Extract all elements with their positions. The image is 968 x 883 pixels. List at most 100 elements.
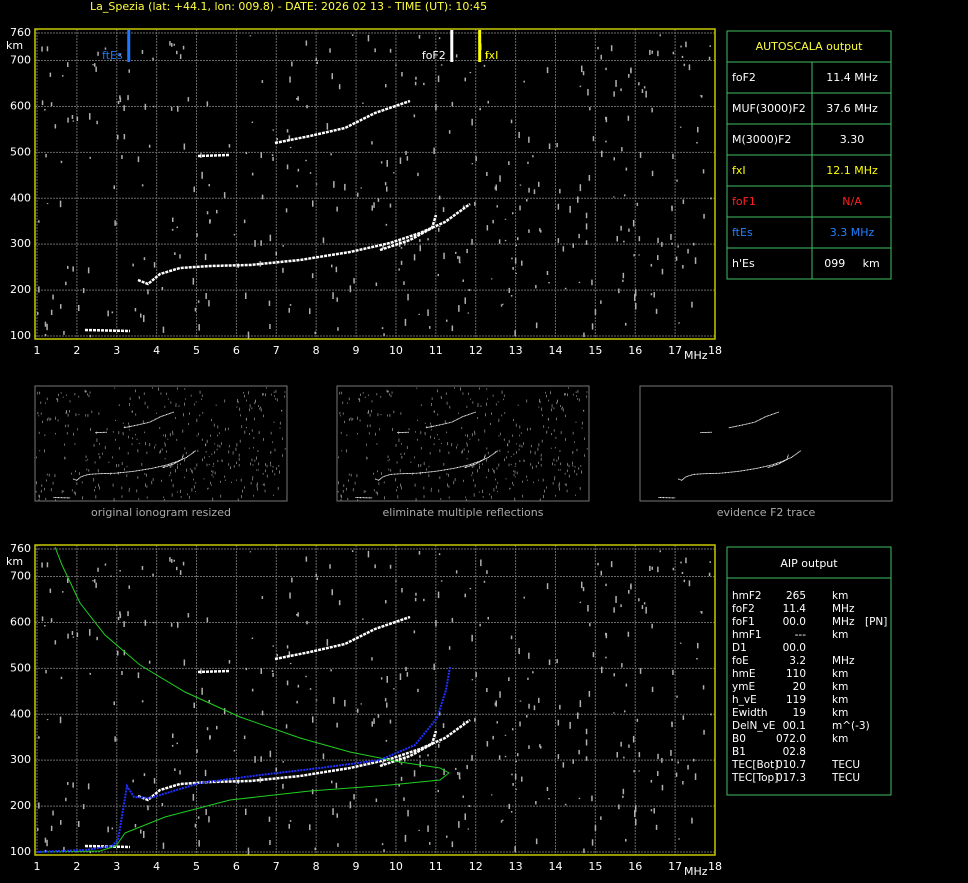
echo-noise	[470, 398, 472, 400]
echo-noise	[545, 391, 546, 394]
echo-noise	[166, 450, 167, 453]
echo-noise	[479, 623, 481, 627]
echo-noise	[585, 240, 588, 245]
echo-noise	[438, 489, 440, 493]
echo-noise	[95, 495, 97, 499]
echo-noise	[559, 188, 561, 194]
echo-noise	[44, 109, 46, 111]
echo-noise	[453, 480, 455, 485]
echo-noise	[420, 464, 422, 467]
echo-noise	[508, 287, 510, 293]
echo-noise	[306, 620, 308, 625]
echo-noise	[538, 181, 540, 187]
echo-noise	[404, 318, 407, 326]
echo-noise	[260, 240, 262, 246]
echo-noise	[423, 461, 425, 466]
echo-noise	[227, 427, 229, 431]
echo-noise	[579, 85, 582, 88]
echo-noise	[37, 411, 39, 415]
echo-noise	[50, 417, 52, 421]
echo-noise	[108, 461, 110, 463]
echo-noise	[251, 458, 253, 462]
echo-noise	[135, 413, 137, 416]
echo-noise	[414, 431, 416, 433]
echo-noise	[513, 453, 515, 456]
echo-noise	[493, 488, 495, 492]
echo-noise	[322, 237, 325, 244]
aip-cell: km	[832, 707, 848, 719]
echo-noise	[628, 590, 630, 594]
echo-noise	[279, 421, 281, 425]
x-tick-label: 14	[548, 860, 562, 873]
echo-noise	[430, 489, 432, 492]
aip-cell: foE	[732, 655, 749, 667]
echo-noise	[39, 495, 40, 499]
echo-noise	[440, 442, 442, 445]
echo-noise	[44, 837, 47, 843]
echo-noise	[266, 474, 268, 478]
echo-noise	[515, 760, 517, 763]
echo-noise	[117, 100, 120, 105]
echo-noise	[471, 238, 473, 245]
echo-noise	[413, 254, 416, 261]
echo-noise	[519, 434, 520, 437]
echo-noise	[221, 459, 223, 462]
aip-cell: hmF1	[732, 629, 762, 641]
echo-noise	[71, 115, 74, 119]
echo-noise	[512, 481, 513, 485]
echo-noise	[492, 735, 494, 740]
echo-noise	[501, 390, 503, 394]
echo-noise	[217, 425, 219, 429]
echo-noise	[420, 471, 421, 475]
echo-noise	[252, 446, 254, 449]
echo-noise	[505, 478, 507, 480]
echo-noise	[272, 465, 274, 468]
echo-noise	[415, 592, 417, 596]
echo-noise	[119, 611, 121, 615]
echo-noise	[279, 470, 280, 474]
echo-noise	[601, 666, 603, 674]
echo-noise	[384, 496, 385, 500]
aip-cell: 02.8	[783, 746, 806, 758]
echo-noise	[482, 489, 483, 494]
echo-noise	[584, 437, 585, 440]
echo-noise	[97, 51, 99, 56]
echo-noise	[246, 399, 247, 402]
echo-noise	[60, 160, 63, 164]
echo-noise	[265, 393, 266, 397]
echo-noise	[541, 407, 543, 411]
echo-noise	[224, 479, 226, 481]
echo-noise	[513, 474, 515, 476]
echo-noise	[46, 203, 49, 205]
echo-noise	[464, 434, 466, 437]
echo-noise	[508, 677, 510, 681]
echo-noise	[575, 391, 577, 393]
echo-noise	[661, 784, 664, 791]
echo-noise	[636, 202, 639, 206]
echo-noise	[357, 432, 358, 435]
thumbnail-frame	[639, 385, 893, 502]
echo-noise	[205, 444, 206, 446]
echo-noise	[383, 333, 385, 336]
echo-noise	[556, 143, 558, 148]
echo-noise	[93, 444, 95, 447]
echo-noise	[64, 457, 66, 459]
echo-noise	[633, 254, 635, 257]
echo-noise	[520, 432, 522, 434]
echo-noise	[702, 685, 705, 690]
echo-noise	[594, 825, 597, 831]
echo-noise	[52, 810, 54, 816]
echo-noise	[376, 443, 378, 445]
echo-noise	[575, 421, 577, 423]
echo-noise	[528, 652, 530, 659]
echo-noise	[437, 434, 438, 436]
echo-noise	[39, 450, 41, 452]
echo-noise	[69, 409, 70, 413]
echo-noise	[248, 447, 250, 449]
echo-noise	[582, 71, 585, 76]
echo-noise	[651, 170, 654, 177]
echo-noise	[275, 251, 277, 256]
echo-noise	[515, 272, 517, 274]
echo-noise	[252, 464, 254, 466]
echo-noise	[124, 425, 126, 428]
